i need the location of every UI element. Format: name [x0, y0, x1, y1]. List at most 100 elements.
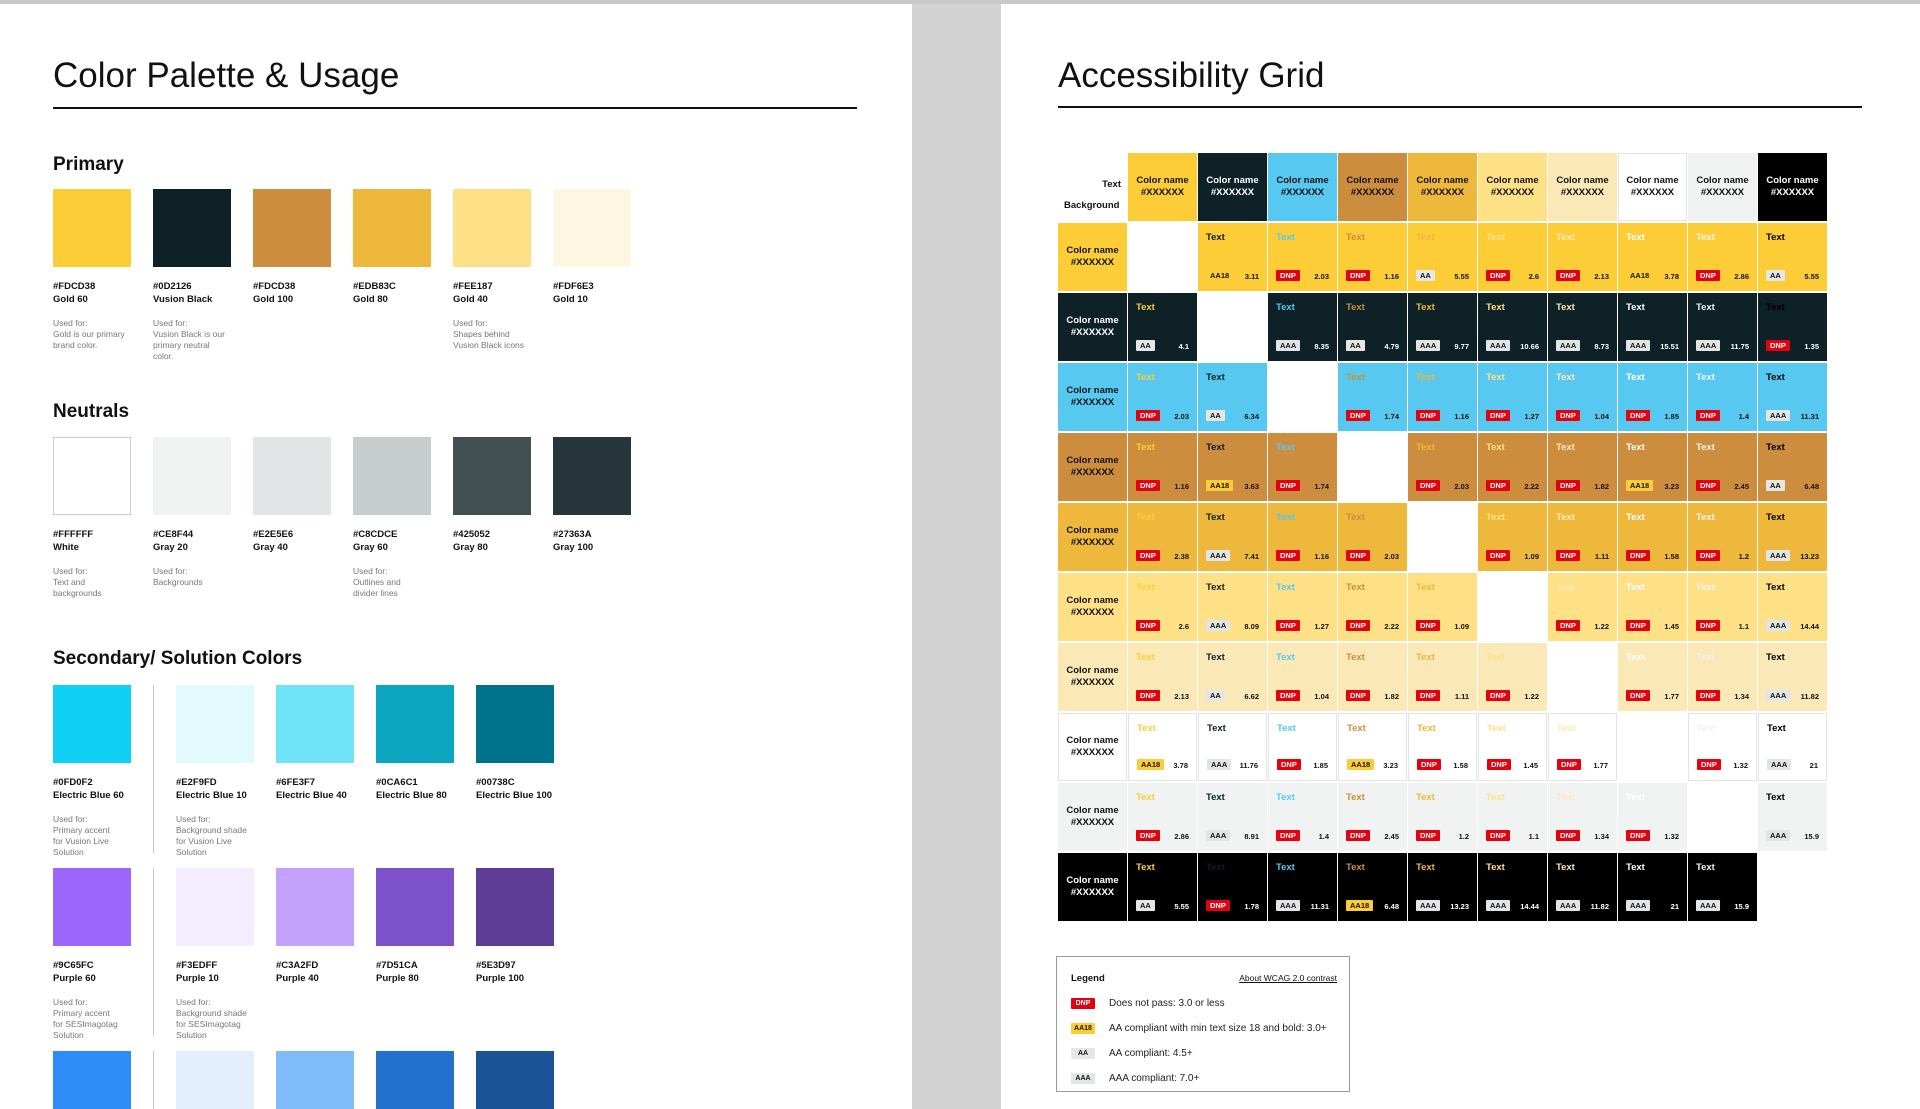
swatch-color-box [53, 685, 131, 763]
contrast-badge: AA [1766, 270, 1785, 281]
header-hex: #XXXXXX [1070, 257, 1115, 268]
row-header: Color name #XXXXXX [1058, 223, 1127, 291]
grid-cell: Text DNP 1.04 [1548, 363, 1617, 431]
cell-sample-text: Text [1556, 862, 1575, 873]
contrast-badge: AAA [1626, 340, 1651, 351]
contrast-ratio: 1.34 [1594, 832, 1609, 841]
contrast-ratio: 13.23 [1450, 902, 1469, 911]
color-palette-page: Color Palette & Usage Primary #FDCD38 Gol… [0, 4, 912, 1109]
color-swatch: #FDCD38 Gold 60 Used for: Gold is our prima… [53, 189, 153, 351]
row-header: Color name #XXXXXX [1058, 503, 1127, 571]
grid-cell: Text AAA 9.77 [1408, 293, 1477, 361]
contrast-badge: DNP [1417, 759, 1441, 770]
cell-sample-text: Text [1556, 442, 1575, 453]
color-swatch: #FDF6E3 Gold 10 [553, 189, 653, 306]
swatch-usage-text: divider lines [353, 588, 398, 598]
contrast-ratio: 1.4 [1318, 832, 1329, 841]
swatch-name: Gray 80 [453, 542, 488, 553]
swatch-hex: #6FE3F7 [276, 777, 316, 788]
contrast-badge: AAA [1206, 620, 1231, 631]
cell-sample-text: Text [1346, 792, 1365, 803]
contrast-badge: AAA [1556, 340, 1581, 351]
cell-sample-text: Text [1486, 442, 1505, 453]
swatch-usage-label: Used for: [176, 814, 211, 824]
contrast-badge: AAA [1416, 340, 1441, 351]
wcag-link[interactable]: About WCAG 2.0 contrast [1239, 973, 1337, 983]
row-header: Color name #XXXXXX [1058, 433, 1127, 501]
swatch-hex: #EDB83C [353, 281, 396, 292]
contrast-ratio: 1.22 [1594, 622, 1609, 631]
contrast-ratio: 1.45 [1664, 622, 1679, 631]
swatch-name: Electric Blue 10 [176, 790, 247, 801]
grid-cell: Text AA18 3.63 [1198, 433, 1267, 501]
grid-cell: Text AA 4.79 [1338, 293, 1407, 361]
cell-sample-text: Text [1416, 442, 1435, 453]
contrast-badge: AA18 [1626, 270, 1654, 281]
contrast-badge: DNP [1276, 550, 1300, 561]
contrast-ratio: 1.32 [1733, 761, 1748, 770]
contrast-ratio: 5.55 [1174, 902, 1189, 911]
swatch-color-box [253, 189, 331, 267]
swatch-usage-text: for Vusion Live [176, 836, 232, 846]
legend-badge: DNP [1071, 997, 1095, 1009]
header-name: Color name [1066, 805, 1119, 816]
grid-cell: Text AAA 8.91 [1198, 783, 1267, 851]
corner-background-label: Background [1064, 200, 1120, 211]
swatch-hex: #0CA6C1 [376, 777, 418, 788]
contrast-ratio: 8.35 [1314, 342, 1329, 351]
swatch-hex: #FDCD38 [253, 281, 296, 292]
grid-cell: Text DNP 1.82 [1548, 433, 1617, 501]
swatch-color-box [376, 685, 454, 763]
cell-sample-text: Text [1556, 582, 1575, 593]
cell-sample-text: Text [1766, 652, 1785, 663]
contrast-badge: AAA [1696, 340, 1721, 351]
row-header: Color name #XXXXXX [1058, 573, 1127, 641]
color-swatch: #EDB83C Gold 80 [353, 189, 453, 306]
grid-cell: Text DNP 1.45 [1478, 713, 1547, 781]
contrast-ratio: 1.74 [1314, 482, 1329, 491]
contrast-ratio: 1.27 [1524, 412, 1539, 421]
contrast-ratio: 1.82 [1384, 692, 1399, 701]
swatch-usage-label: Used for: [53, 318, 88, 328]
grid-cell: Text AAA 11.75 [1688, 293, 1757, 361]
title-rule [1058, 106, 1862, 108]
contrast-badge: DNP [1416, 410, 1440, 421]
neutrals-heading: Neutrals [53, 401, 130, 422]
swatch-color-box [153, 437, 231, 515]
column-header: Color name #XXXXXX [1618, 153, 1687, 221]
swatch-name: Gold 60 [53, 294, 88, 305]
color-swatch: #00738C Electric Blue 100 [476, 685, 576, 802]
grid-cell: Text DNP 1.32 [1618, 783, 1687, 851]
cell-sample-text: Text [1206, 442, 1225, 453]
contrast-ratio: 1.85 [1313, 761, 1328, 770]
legend-item: AAA AAA compliant: 7.0+ [1071, 1072, 1199, 1084]
swatch-color-box [376, 868, 454, 946]
grid-cell: Text DNP 2.6 [1478, 223, 1547, 291]
contrast-ratio: 15.9 [1804, 832, 1819, 841]
contrast-ratio: 11.82 [1800, 692, 1819, 701]
legend-text: Does not pass: 3.0 or less [1109, 997, 1225, 1009]
contrast-badge: DNP [1346, 270, 1370, 281]
swatch-color-box [53, 868, 131, 946]
swatch-color-box [53, 1051, 131, 1109]
contrast-ratio: 1.16 [1174, 482, 1189, 491]
swatch-hex: #27363A [553, 529, 592, 540]
top-edge [0, 0, 1920, 4]
header-name: Color name [1066, 245, 1119, 256]
cell-sample-text: Text [1276, 302, 1295, 313]
grid-cell: Text DNP 1.16 [1338, 223, 1407, 291]
swatch-hex: #0D2126 [153, 281, 192, 292]
cell-sample-text: Text [1136, 652, 1155, 663]
contrast-badge: AAA [1206, 830, 1231, 841]
group-separator [153, 685, 154, 853]
cell-sample-text: Text [1766, 582, 1785, 593]
contrast-ratio: 1.11 [1454, 692, 1469, 701]
swatch-name: Gold 80 [353, 294, 388, 305]
contrast-badge: DNP [1696, 480, 1720, 491]
swatch-usage-label: Used for: [53, 997, 88, 1007]
color-swatch: #FDCD38 Gold 100 [253, 189, 353, 306]
contrast-badge: DNP [1556, 620, 1580, 631]
swatch-hex: #F3EDFF [176, 960, 218, 971]
swatch-usage-text: Vusion Black icons [453, 340, 525, 350]
swatch-name: White [53, 542, 79, 553]
